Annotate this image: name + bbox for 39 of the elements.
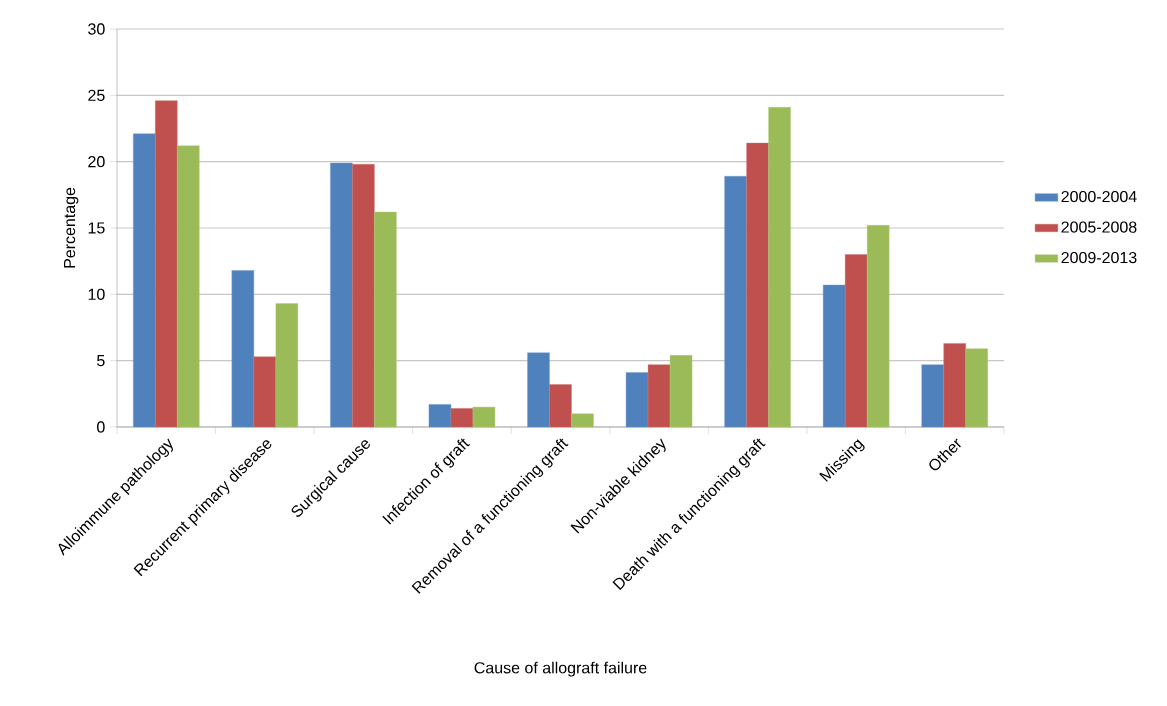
bar	[724, 176, 747, 428]
y-tick-label: 5	[97, 355, 105, 367]
x-axis-title: Cause of allograft failure	[474, 661, 647, 677]
bar	[549, 384, 572, 428]
bar	[669, 355, 693, 428]
legend-label: 2005-2008	[1061, 221, 1137, 233]
bar	[768, 107, 791, 428]
bar	[177, 145, 200, 428]
bar	[822, 284, 846, 428]
bar	[428, 404, 452, 428]
y-tick-label: 0	[97, 421, 105, 433]
bar	[647, 364, 671, 428]
bar	[275, 303, 299, 428]
y-tick-label: 15	[88, 222, 105, 234]
bar	[374, 211, 397, 428]
bar	[571, 413, 594, 428]
bar	[844, 254, 868, 428]
bar	[253, 356, 277, 428]
legend-label: 2009-2013	[1061, 251, 1137, 264]
bar	[352, 164, 375, 428]
bar	[155, 100, 178, 428]
y-axis-title: Percentage	[64, 187, 79, 268]
y-tick-label: 30	[88, 23, 105, 35]
y-tick-label: 20	[88, 156, 105, 168]
bar	[472, 406, 496, 428]
bar	[330, 162, 353, 428]
y-tick-label: 10	[88, 288, 105, 300]
bar	[943, 343, 966, 428]
bar	[450, 408, 474, 428]
bar	[866, 225, 890, 428]
bar	[965, 348, 988, 428]
legend-label: 2000-2004	[1061, 190, 1137, 203]
bar	[133, 133, 156, 428]
bar	[231, 270, 255, 428]
bar	[746, 142, 769, 428]
bar	[527, 352, 550, 428]
y-tick-label: 25	[88, 89, 105, 101]
bar	[921, 364, 944, 428]
bar	[625, 372, 649, 428]
